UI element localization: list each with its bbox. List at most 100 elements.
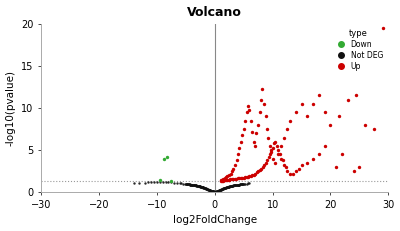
Point	[206, 188, 213, 192]
Point	[271, 142, 278, 145]
Point	[211, 190, 217, 194]
Point	[287, 172, 293, 176]
Point	[219, 179, 226, 182]
Point	[246, 181, 253, 185]
Point	[184, 182, 190, 186]
Point	[210, 190, 217, 193]
Point	[188, 183, 194, 186]
Point	[333, 165, 340, 169]
Point	[202, 186, 209, 190]
Point	[238, 140, 244, 144]
Point	[292, 110, 299, 114]
Point	[171, 181, 178, 185]
Point	[164, 155, 170, 159]
Point	[233, 183, 240, 187]
Point	[162, 180, 169, 184]
Point	[216, 189, 222, 192]
Point	[235, 183, 241, 186]
Point	[322, 110, 328, 114]
Point	[240, 182, 246, 186]
Point	[242, 175, 248, 179]
Point	[237, 182, 243, 186]
Point	[230, 184, 236, 187]
Point	[379, 26, 386, 30]
Point	[186, 182, 193, 186]
Point	[223, 178, 230, 182]
Point	[234, 183, 241, 186]
Point	[210, 189, 216, 193]
Point	[246, 108, 253, 112]
Point	[221, 179, 228, 182]
Point	[275, 148, 282, 152]
Point	[186, 182, 192, 186]
Point	[174, 181, 180, 185]
Point	[236, 147, 242, 150]
Point	[184, 182, 190, 186]
Point	[222, 186, 228, 190]
Point	[232, 183, 238, 187]
Point	[219, 187, 226, 191]
Point	[243, 182, 250, 185]
Point	[371, 127, 377, 131]
Point	[239, 133, 246, 137]
Point	[199, 185, 206, 189]
Point	[296, 167, 302, 170]
Point	[198, 185, 205, 189]
Point	[218, 178, 225, 182]
Point	[353, 94, 360, 97]
Point	[223, 185, 230, 189]
Point	[223, 185, 230, 189]
Point	[243, 110, 250, 114]
Point	[223, 186, 229, 189]
Point	[142, 181, 148, 184]
Point	[222, 186, 229, 190]
Point	[239, 182, 246, 186]
Point	[213, 190, 220, 193]
Point	[237, 182, 244, 186]
Point	[214, 189, 220, 193]
Point	[224, 185, 231, 189]
Point	[240, 127, 247, 131]
Point	[257, 168, 263, 172]
Point	[298, 102, 305, 106]
Point	[236, 183, 242, 186]
Point	[203, 187, 209, 191]
Point	[209, 189, 216, 193]
Point	[212, 190, 218, 194]
Point	[261, 102, 267, 106]
Point	[190, 183, 196, 187]
Point	[247, 119, 254, 122]
Point	[208, 189, 215, 193]
Point	[226, 178, 232, 182]
Point	[188, 183, 195, 187]
Point	[240, 182, 246, 186]
Point	[236, 183, 242, 186]
Point	[281, 136, 287, 139]
Point	[233, 183, 239, 187]
Point	[261, 164, 267, 167]
Point	[193, 184, 200, 187]
Point	[266, 144, 273, 148]
Point	[194, 184, 200, 188]
Point	[206, 188, 212, 191]
Point	[192, 183, 198, 187]
Point	[236, 183, 242, 186]
Point	[232, 183, 238, 187]
Point	[136, 181, 143, 185]
Point	[226, 185, 232, 188]
Point	[208, 189, 214, 192]
Point	[213, 190, 219, 193]
Point	[255, 169, 261, 173]
Point	[217, 188, 224, 192]
Point	[197, 185, 203, 188]
Point	[235, 183, 241, 186]
Point	[222, 176, 228, 180]
Point	[228, 184, 235, 188]
Point	[269, 147, 276, 150]
Point	[228, 172, 234, 176]
Point	[156, 180, 163, 183]
Point	[259, 87, 265, 91]
Point	[239, 176, 245, 180]
Point	[204, 187, 210, 191]
Point	[215, 189, 221, 193]
